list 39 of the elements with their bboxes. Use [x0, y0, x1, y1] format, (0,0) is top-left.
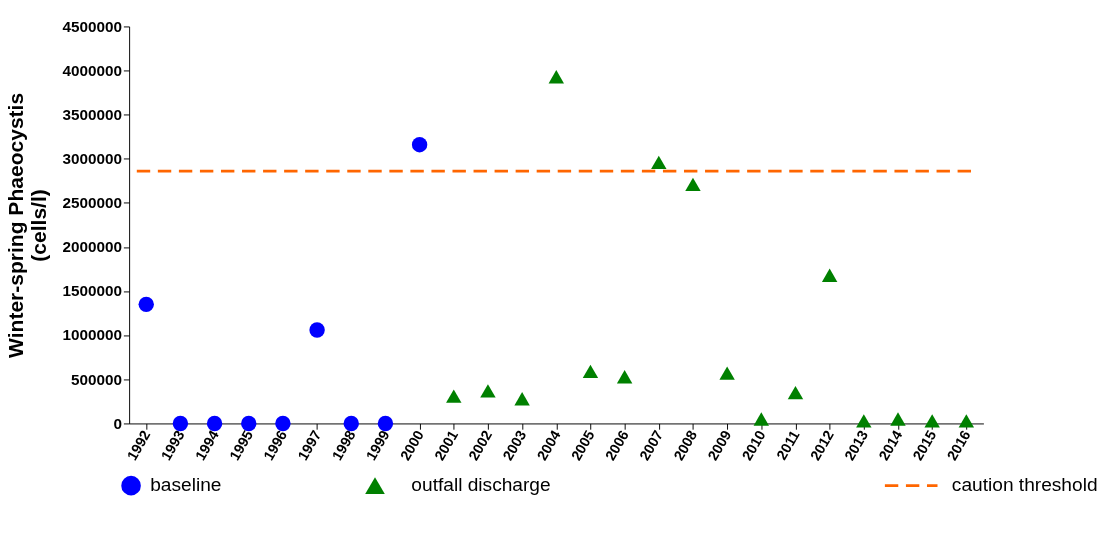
point — [616, 370, 633, 384]
legend-label: baseline — [150, 474, 222, 496]
y-tick-label: 0 — [113, 414, 122, 432]
point — [377, 415, 394, 432]
point — [890, 412, 906, 426]
point — [753, 412, 770, 426]
y-tick-label: 1500000 — [62, 282, 122, 300]
point — [958, 414, 975, 428]
point — [787, 385, 804, 400]
point — [548, 70, 564, 84]
legend-label: caution threshold — [951, 474, 1098, 496]
point — [411, 136, 428, 153]
point — [480, 384, 496, 398]
point — [651, 155, 667, 169]
point — [446, 389, 462, 403]
y-tick-label: 4500000 — [62, 17, 122, 35]
point — [514, 392, 530, 406]
point — [685, 177, 701, 192]
y-tick-label: 4000000 — [62, 61, 122, 79]
point — [275, 415, 291, 432]
point — [138, 296, 154, 313]
y-tick-label: 500000 — [70, 370, 122, 388]
y-tick-label: 1000000 — [62, 326, 122, 344]
point — [924, 414, 940, 428]
y-axis-title: Winter-spring Phaeocystis (cells/l) — [4, 92, 51, 358]
point — [172, 415, 189, 432]
point — [241, 415, 257, 432]
y-tick-label: 3500000 — [62, 105, 122, 123]
point — [719, 366, 735, 380]
y-tick-label: 2000000 — [62, 238, 122, 256]
point — [821, 268, 838, 282]
point — [582, 364, 599, 379]
point — [343, 415, 359, 432]
y-tick-label: 3000000 — [62, 150, 122, 168]
y-tick-label: 2500000 — [62, 194, 122, 212]
point — [309, 322, 325, 338]
legend-label: outfall discharge — [411, 474, 551, 496]
point — [206, 415, 223, 432]
point — [856, 414, 872, 428]
